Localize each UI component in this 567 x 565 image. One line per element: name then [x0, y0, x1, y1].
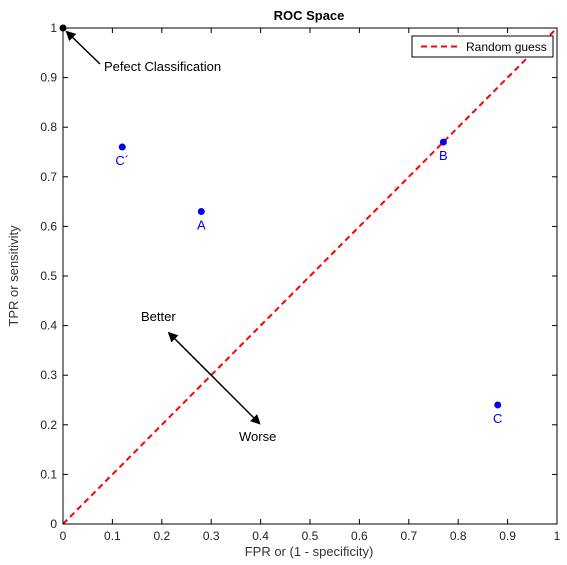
x-tick-label: 0.8: [450, 529, 467, 543]
x-tick-label: 0.9: [499, 529, 516, 543]
x-tick-label: 0: [60, 529, 67, 543]
perfect-arrow: [65, 30, 101, 65]
y-tick-label: 0.1: [40, 467, 57, 481]
legend: Random guess: [411, 35, 554, 58]
y-tick-label: 0.7: [40, 170, 57, 184]
data-point-c: [494, 401, 502, 409]
chart-title: ROC Space: [274, 8, 345, 23]
x-tick-label: 1: [554, 529, 561, 543]
x-tick-label: 0.4: [252, 529, 269, 543]
legend-entry-random-guess: Random guess: [466, 40, 547, 54]
y-tick-label: 0: [50, 517, 57, 531]
point-label: C: [493, 411, 502, 426]
data-point-a: [197, 208, 205, 216]
data-point-c-prime: [118, 143, 126, 151]
x-tick-label: 0.3: [203, 529, 220, 543]
point-label: A: [197, 218, 206, 233]
point-label: B: [439, 148, 448, 163]
y-tick-label: 1: [50, 21, 57, 35]
y-tick-label: 0.2: [40, 418, 57, 432]
y-axis-label: TPR or sensitivity: [6, 225, 21, 327]
data-point-b: [439, 138, 447, 146]
plot-area: A B C C´ Pefect Classification Better Worse: [59, 24, 558, 525]
legend-box: [411, 35, 554, 58]
x-tick-label: 0.5: [302, 529, 319, 543]
perfect-classification-label: Pefect Classification: [104, 59, 221, 74]
point-label: C´: [115, 153, 129, 168]
axes: 0 0.1 0.2 0.3 0.4 0.5 0.6 0.7 0.8 0.9 1 0 0.1 0.2 0.3 0…: [40, 21, 560, 543]
y-tick-label: 0.8: [40, 120, 57, 134]
better-label: Better: [141, 309, 176, 324]
x-tick-label: 0.6: [351, 529, 368, 543]
y-tick-label: 0.4: [40, 319, 57, 333]
y-tick-label: 0.9: [40, 71, 57, 85]
worse-arrow: [210, 374, 261, 425]
x-tick-label: 0.2: [153, 529, 170, 543]
random-guess-line: [62, 27, 558, 525]
x-axis-label: FPR or (1 - specificity): [245, 544, 374, 559]
y-tick-label: 0.6: [40, 219, 57, 233]
y-tick-label: 0.3: [40, 368, 57, 382]
y-tick-label: 0.5: [40, 269, 57, 283]
x-tick-label: 0.7: [400, 529, 417, 543]
worse-label: Worse: [239, 429, 276, 444]
x-tick-label: 0.1: [104, 529, 121, 543]
better-arrow: [167, 331, 212, 376]
